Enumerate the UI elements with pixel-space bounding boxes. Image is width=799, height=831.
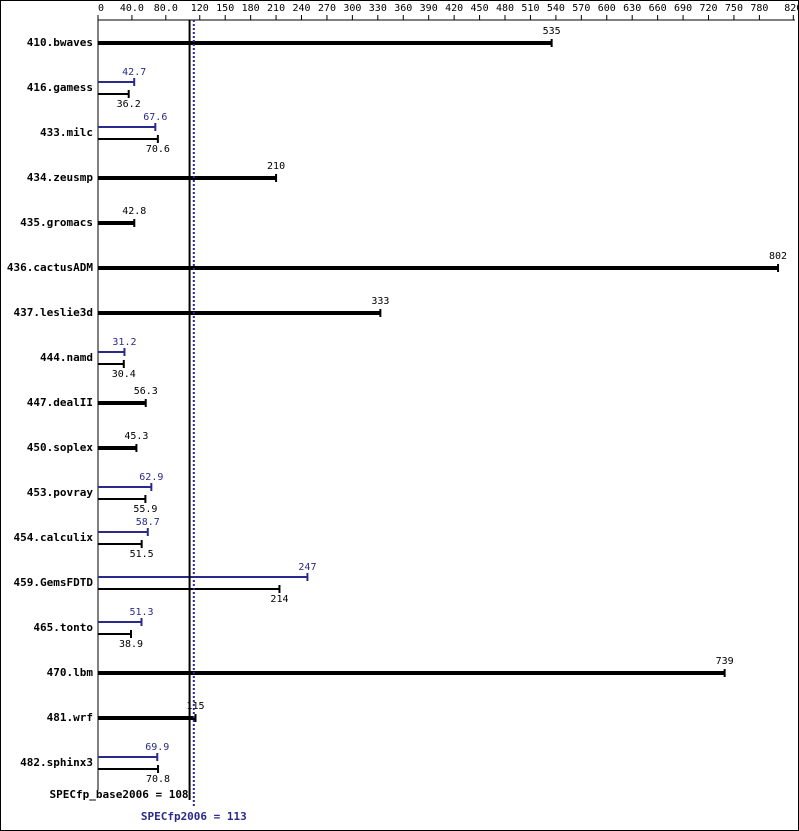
value-label: 51.5 bbox=[130, 549, 154, 560]
benchmark-label: 454.calculix bbox=[14, 531, 94, 544]
x-tick-label: 660 bbox=[649, 3, 667, 14]
value-label: 115 bbox=[186, 701, 204, 712]
benchmark-label: 459.GemsFDTD bbox=[14, 576, 94, 589]
value-label: 45.3 bbox=[124, 431, 148, 442]
reference-label: SPECfp2006 = 113 bbox=[141, 810, 247, 823]
value-label: 802 bbox=[769, 251, 787, 262]
value-label: 739 bbox=[716, 656, 734, 667]
x-tick-label: 780 bbox=[750, 3, 768, 14]
x-tick-label: 570 bbox=[572, 3, 590, 14]
value-label: 38.9 bbox=[119, 639, 143, 650]
benchmark-label: 482.sphinx3 bbox=[20, 756, 93, 769]
value-label: 70.6 bbox=[146, 144, 170, 155]
value-label: 70.8 bbox=[146, 774, 170, 785]
value-label: 36.2 bbox=[117, 99, 141, 110]
value-label: 210 bbox=[267, 161, 285, 172]
x-tick-label: 480 bbox=[496, 3, 514, 14]
x-tick-label: 360 bbox=[394, 3, 412, 14]
value-label: 247 bbox=[298, 562, 316, 573]
value-label: 31.2 bbox=[112, 337, 136, 348]
value-label: 42.8 bbox=[122, 206, 146, 217]
benchmark-label: 450.soplex bbox=[27, 441, 94, 454]
benchmark-label: 447.dealII bbox=[27, 396, 93, 409]
x-tick-label: 80.0 bbox=[154, 3, 178, 14]
x-tick-label: 240 bbox=[292, 3, 310, 14]
value-label: 56.3 bbox=[134, 386, 158, 397]
x-tick-label: 40.0 bbox=[120, 3, 144, 14]
x-tick-label: 150 bbox=[216, 3, 234, 14]
x-tick-label: 540 bbox=[547, 3, 565, 14]
x-tick-label: 510 bbox=[521, 3, 539, 14]
benchmark-label: 437.leslie3d bbox=[14, 306, 93, 319]
benchmark-label: 436.cactusADM bbox=[7, 261, 93, 274]
x-tick-label: 270 bbox=[318, 3, 336, 14]
value-label: 535 bbox=[543, 26, 561, 37]
value-label: 58.7 bbox=[136, 517, 160, 528]
benchmark-label: 410.bwaves bbox=[27, 36, 93, 49]
benchmark-label: 416.gamess bbox=[27, 81, 93, 94]
value-label: 62.9 bbox=[139, 472, 163, 483]
value-label: 30.4 bbox=[112, 369, 136, 380]
x-tick-label: 720 bbox=[699, 3, 717, 14]
x-tick-label: 450 bbox=[471, 3, 489, 14]
x-tick-label: 750 bbox=[725, 3, 743, 14]
x-tick-label: 600 bbox=[598, 3, 616, 14]
benchmark-label: 435.gromacs bbox=[20, 216, 93, 229]
value-label: 55.9 bbox=[133, 504, 157, 515]
benchmark-label: 465.tonto bbox=[33, 621, 93, 634]
value-label: 333 bbox=[371, 296, 389, 307]
benchmark-label: 453.povray bbox=[27, 486, 94, 499]
value-label: 214 bbox=[270, 594, 288, 605]
benchmark-label: 434.zeusmp bbox=[27, 171, 94, 184]
x-tick-label: 210 bbox=[267, 3, 285, 14]
value-label: 69.9 bbox=[145, 742, 169, 753]
x-tick-label: 390 bbox=[420, 3, 438, 14]
x-tick-label: 820 bbox=[784, 3, 799, 14]
x-tick-label: 630 bbox=[623, 3, 641, 14]
benchmark-label: 433.milc bbox=[40, 126, 93, 139]
benchmark-label: 481.wrf bbox=[47, 711, 93, 724]
x-tick-label: 300 bbox=[343, 3, 361, 14]
x-tick-label: 180 bbox=[242, 3, 260, 14]
benchmark-label: 444.namd bbox=[40, 351, 93, 364]
x-tick-label: 690 bbox=[674, 3, 692, 14]
value-label: 51.3 bbox=[129, 607, 153, 618]
value-label: 42.7 bbox=[122, 67, 146, 78]
value-label: 67.6 bbox=[143, 112, 167, 123]
x-tick-label: 0 bbox=[98, 3, 104, 14]
benchmark-label: 470.lbm bbox=[47, 666, 94, 679]
x-tick-label: 120 bbox=[191, 3, 209, 14]
reference-label: SPECfp_base2006 = 108 bbox=[49, 788, 188, 801]
x-tick-label: 330 bbox=[369, 3, 387, 14]
x-tick-label: 420 bbox=[445, 3, 463, 14]
